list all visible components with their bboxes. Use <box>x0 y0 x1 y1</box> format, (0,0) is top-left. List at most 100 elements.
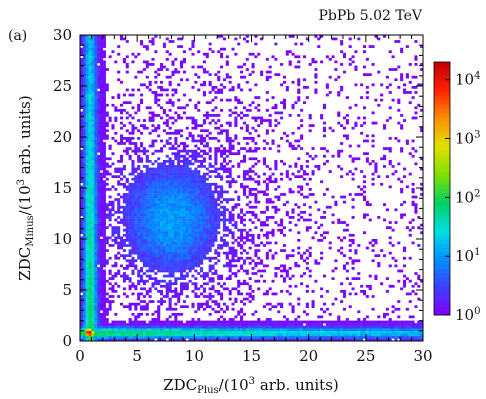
heatmap-cell <box>166 193 169 196</box>
heatmap-cell <box>166 89 169 92</box>
heatmap-cell <box>97 206 100 209</box>
heatmap-cell <box>231 257 234 260</box>
heatmap-cell <box>146 303 149 306</box>
heatmap-cell <box>177 313 180 316</box>
heatmap-cell <box>174 178 177 181</box>
heatmap-cell <box>272 206 275 209</box>
heatmap-cell <box>186 104 189 107</box>
heatmap-cell <box>217 140 220 143</box>
heatmap-cell <box>123 331 126 334</box>
heatmap-cell <box>211 170 214 173</box>
heatmap-cell <box>203 178 206 181</box>
heatmap-cell <box>203 119 206 122</box>
heatmap-cell <box>94 231 97 234</box>
heatmap-cell <box>97 259 100 262</box>
heatmap-cell <box>111 234 114 237</box>
heatmap-cell <box>177 180 180 183</box>
heatmap-cell <box>260 119 263 122</box>
heatmap-cell <box>94 145 97 148</box>
heatmap-cell <box>180 226 183 229</box>
heatmap-cell <box>183 147 186 150</box>
heatmap-cell <box>203 180 206 183</box>
heatmap-cell <box>286 140 289 143</box>
heatmap-cell <box>157 259 160 262</box>
heatmap-cell <box>177 224 180 227</box>
heatmap-cell <box>231 259 234 262</box>
heatmap-cell <box>303 203 306 206</box>
heatmap-cell <box>200 201 203 204</box>
heatmap-cell <box>103 211 106 214</box>
heatmap-cell <box>100 152 103 155</box>
heatmap-cell <box>186 191 189 194</box>
heatmap-cell <box>186 239 189 242</box>
heatmap-cell <box>277 196 280 199</box>
heatmap-cell <box>86 38 89 41</box>
heatmap-cell <box>329 58 332 61</box>
heatmap-cell <box>249 109 252 112</box>
heatmap-cell <box>186 267 189 270</box>
heatmap-cell <box>134 321 137 324</box>
heatmap-cell <box>143 196 146 199</box>
heatmap-cell <box>120 244 123 247</box>
heatmap-cell <box>149 321 152 324</box>
heatmap-cell <box>214 229 217 232</box>
heatmap-cell <box>126 277 129 280</box>
heatmap-cell <box>86 145 89 148</box>
heatmap-cell <box>306 196 309 199</box>
heatmap-cell <box>337 326 340 329</box>
heatmap-cell <box>297 157 300 160</box>
heatmap-cell <box>223 129 226 132</box>
heatmap-cell <box>300 175 303 178</box>
heatmap-cell <box>100 53 103 56</box>
heatmap-cell <box>123 201 126 204</box>
heatmap-cell <box>166 175 169 178</box>
heatmap-cell <box>200 293 203 296</box>
heatmap-cell <box>226 308 229 311</box>
heatmap-cell <box>220 163 223 166</box>
heatmap-cell <box>189 229 192 232</box>
heatmap-cell <box>169 193 172 196</box>
heatmap-cell <box>117 201 120 204</box>
heatmap-cell <box>97 328 100 331</box>
heatmap-cell <box>160 259 163 262</box>
heatmap-cell <box>203 257 206 260</box>
heatmap-cell <box>117 168 120 171</box>
heatmap-cell <box>197 323 200 326</box>
heatmap-cell <box>217 208 220 211</box>
heatmap-cell <box>254 214 257 217</box>
heatmap-cell <box>240 310 243 313</box>
heatmap-cell <box>269 326 272 329</box>
heatmap-cell <box>131 94 134 97</box>
heatmap-cell <box>149 229 152 232</box>
heatmap-cell <box>237 83 240 86</box>
heatmap-cell <box>220 175 223 178</box>
heatmap-cell <box>234 252 237 255</box>
heatmap-cell <box>151 206 154 209</box>
heatmap-cell <box>177 170 180 173</box>
heatmap-cell <box>257 147 260 150</box>
heatmap-cell <box>194 219 197 222</box>
heatmap-cell <box>180 66 183 69</box>
heatmap-cell <box>209 224 212 227</box>
heatmap-cell <box>269 287 272 290</box>
heatmap-cell <box>280 333 283 336</box>
heatmap-cell <box>186 275 189 278</box>
heatmap-cell <box>126 265 129 268</box>
heatmap-cell <box>129 231 132 234</box>
heatmap-cell <box>103 333 106 336</box>
heatmap-cell <box>269 178 272 181</box>
heatmap-cell <box>203 239 206 242</box>
heatmap-cell <box>283 226 286 229</box>
heatmap-cell <box>180 331 183 334</box>
heatmap-cell <box>106 178 109 181</box>
heatmap-cell <box>114 229 117 232</box>
heatmap-cell <box>183 61 186 64</box>
heatmap-cell <box>129 244 132 247</box>
heatmap-cell <box>174 119 177 122</box>
heatmap-cell <box>160 208 163 211</box>
heatmap-cell <box>211 308 214 311</box>
heatmap-cell <box>289 114 292 117</box>
heatmap-cell <box>174 303 177 306</box>
heatmap-cell <box>89 152 92 155</box>
heatmap-cell <box>106 89 109 92</box>
